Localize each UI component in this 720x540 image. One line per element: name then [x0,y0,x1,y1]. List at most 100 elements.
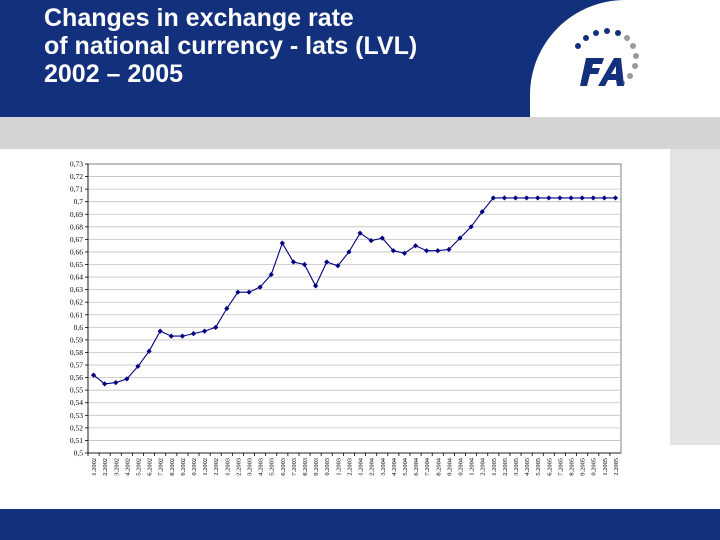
x-tick-label: 02.05.2003 [269,458,276,476]
x-tick-label: 01.06.2002 [147,458,154,476]
x-tick-label: 01.10.2005 [591,458,598,476]
x-tick-label: 01.04.2004 [391,457,398,476]
data-point [290,259,297,265]
y-tick-label: 0,67 [70,235,83,244]
data-point [335,263,341,269]
footer-bar [0,509,720,540]
x-tick-label: 02.12.2002 [213,458,220,476]
data-point [357,230,363,236]
x-tick-label: 01.09.2004 [446,457,453,476]
y-tick-label: 0,56 [70,373,83,382]
y-tick-label: 0,69 [70,210,83,219]
data-point [168,333,174,339]
x-tick-label: 01.10.2004 [457,457,464,476]
title-line-3: 2002 – 2005 [44,60,184,88]
data-point [190,331,197,337]
grey-side-panel [670,149,720,445]
x-tick-label: 01.12.2004 [480,457,487,476]
x-tick-label: 01.07.2004 [424,457,431,476]
y-tick-label: 0,68 [70,222,83,231]
x-tick-label: 01.02.2002 [102,458,109,476]
data-point [501,195,508,201]
x-tick-label: 02.02.2005 [502,458,509,476]
y-tick-label: 0,61 [70,310,83,319]
y-tick-label: 0,63 [70,285,83,294]
y-tick-label: 0,73 [70,160,83,169]
x-tick-label: 01.11.2005 [602,458,609,476]
data-point [135,363,141,369]
x-tick-label: 01.09.2003 [313,458,320,476]
x-tick-label: 01.07.2003 [291,458,298,476]
data-point [324,259,330,265]
x-tick-label: 03.01.2004 [358,457,365,476]
data-point [479,209,485,215]
data-point [412,243,419,249]
x-tick-label: 01.03.2005 [513,458,520,476]
data-point [490,195,496,201]
y-tick-label: 0,57 [70,361,83,370]
x-tick-label: 02.04.2002 [124,458,131,476]
y-tick-label: 0,51 [70,436,83,445]
data-point [557,195,563,201]
x-tick-label: 01.03.2003 [247,458,254,476]
x-tick-label: 02.01.2003 [224,458,231,476]
data-point [246,289,252,295]
x-tick-label: 01.03.2002 [113,458,120,476]
x-tick-label: 01.10.2003 [324,458,331,476]
data-point [579,195,585,201]
x-tick-label: 01.08.2003 [302,458,309,476]
x-tick-label: 01.07.2002 [158,458,165,476]
y-tick-label: 0,7 [74,197,84,206]
x-tick-label: 01.03.2004 [380,457,387,476]
x-tick-label: 01.02.2004 [369,457,376,476]
data-point [524,195,530,201]
data-point [368,238,374,244]
y-tick-label: 0,55 [70,386,83,395]
data-point [346,249,352,255]
y-tick-label: 0,59 [70,335,83,344]
x-tick-label: 01.11.2003 [335,458,342,476]
y-tick-label: 0,71 [70,185,83,194]
data-point [612,195,619,201]
data-point [546,195,552,201]
y-tick-label: 0,64 [70,273,83,282]
data-point [590,195,596,201]
plot-area [87,163,622,454]
data-point [468,224,474,230]
data-point [424,248,430,254]
data-point [535,195,541,201]
x-tick-label: 01.01.2005 [491,458,498,476]
x-tick-label: 01.11.2004 [469,457,476,476]
x-tick-label: 01.12.2003 [346,458,353,476]
y-tick-label: 0,72 [70,172,83,181]
x-tick-label: 01.02.2003 [235,458,242,476]
data-point [446,246,452,253]
data-point [390,248,396,254]
logo-area: FA [530,0,720,117]
x-tick-label: 01.09.2005 [580,458,587,476]
y-tick-label: 0,65 [70,260,83,269]
y-tick-label: 0,5 [74,449,84,458]
data-point [401,250,408,256]
data-point [146,348,152,354]
x-tick-label: 01.06.2004 [413,457,420,476]
x-tick-label: 01.08.2005 [569,458,576,476]
exchange-rate-chart: 0,73 0,72 0,71 0,7 0,69 0,68 0,67 0,66 0,65 0,64 0… [70,160,622,487]
data-point [102,381,108,387]
y-tick-label: 0,6 [74,323,84,332]
y-tick-label: 0,66 [70,247,83,256]
data-point [568,195,574,201]
slide-title: Changes in exchange rate of national cur… [44,4,417,88]
x-tick-label: 01.08.2002 [169,458,176,476]
x-tick-label: 01.05.2002 [135,458,142,476]
data-point [601,195,607,201]
x-tick-label: 05.05.2004 [402,457,409,476]
title-line-2: of national currency - lats (LVL) [44,32,418,60]
y-tick-label: 0,54 [70,398,83,407]
data-point [512,195,519,201]
data-point [235,289,241,295]
data-point [213,324,219,330]
x-tick-label: 01.04.2005 [524,458,531,476]
data-point [224,305,230,312]
x-tick-label: 01.12.2005 [613,458,620,476]
